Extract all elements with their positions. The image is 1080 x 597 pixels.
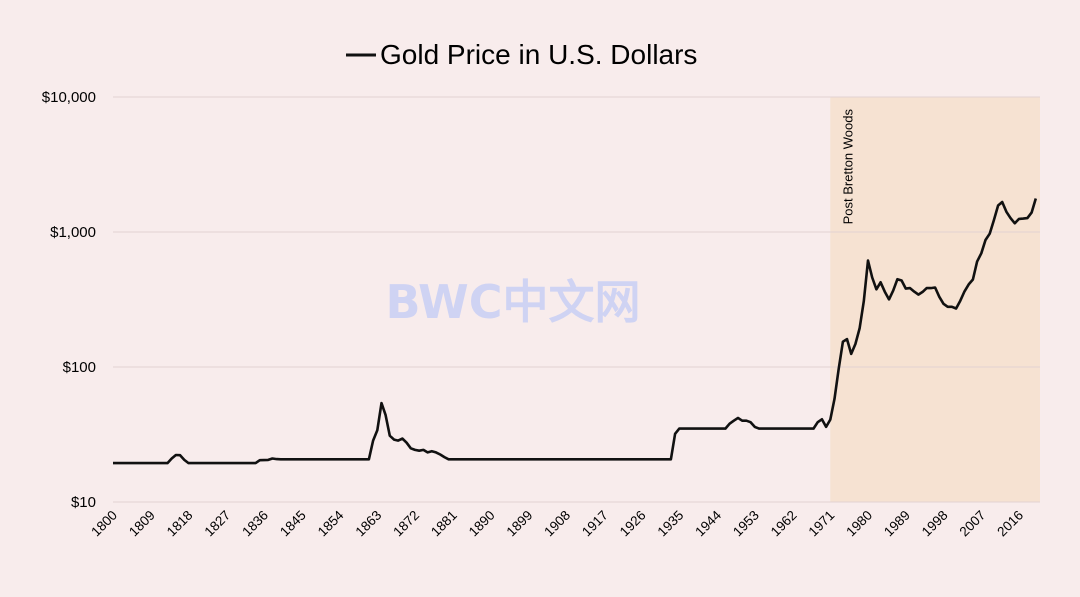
y-tick-label: $1,000 — [50, 224, 96, 241]
x-tick-label: 2007 — [957, 508, 989, 540]
x-tick-label: 1863 — [353, 508, 385, 540]
x-axis-ticks: 1800 1809 1818 1827 1836 1845 1854 1863 1872 1881… — [88, 507, 1026, 539]
x-tick-label: 1908 — [541, 508, 573, 540]
x-tick-label: 1827 — [202, 508, 234, 540]
x-tick-label: 1818 — [164, 508, 196, 540]
x-tick-label: 2016 — [994, 508, 1026, 540]
y-tick-label: $10,000 — [42, 89, 96, 106]
x-tick-label: 1935 — [655, 508, 687, 540]
x-tick-label: 1845 — [277, 508, 309, 540]
x-tick-label: 1800 — [88, 508, 120, 540]
x-tick-label: 1899 — [504, 508, 536, 540]
y-axis-ticks: $10 $100 $1,000 $10,000 — [42, 89, 96, 511]
x-tick-label: 1971 — [806, 508, 838, 540]
y-tick-label: $100 — [63, 359, 96, 376]
x-tick-label: 1989 — [881, 508, 913, 540]
x-tick-label: 1854 — [315, 507, 347, 539]
post-bretton-woods-label: Post Bretton Woods — [840, 109, 855, 225]
x-tick-label: 1944 — [692, 507, 724, 539]
x-tick-label: 1926 — [617, 508, 649, 540]
x-tick-label: 1917 — [579, 508, 611, 540]
x-tick-label: 1953 — [730, 508, 762, 540]
x-tick-label: 1872 — [390, 508, 422, 540]
x-tick-label: 1809 — [126, 508, 158, 540]
gold-price-line — [113, 198, 1038, 465]
post-bretton-woods-shade — [830, 97, 1040, 502]
x-tick-label: 1881 — [428, 508, 460, 540]
x-tick-label: 1962 — [768, 508, 800, 540]
x-tick-label: 1890 — [466, 508, 498, 540]
x-tick-label: 1998 — [919, 508, 951, 540]
y-tick-label: $10 — [71, 494, 96, 511]
x-tick-label: 1980 — [843, 508, 875, 540]
gridlines — [113, 96, 1040, 503]
chart-title: Gold Price in U.S. Dollars — [380, 39, 697, 70]
x-tick-label: 1836 — [239, 508, 271, 540]
watermark: BWC中文网 — [385, 275, 640, 329]
